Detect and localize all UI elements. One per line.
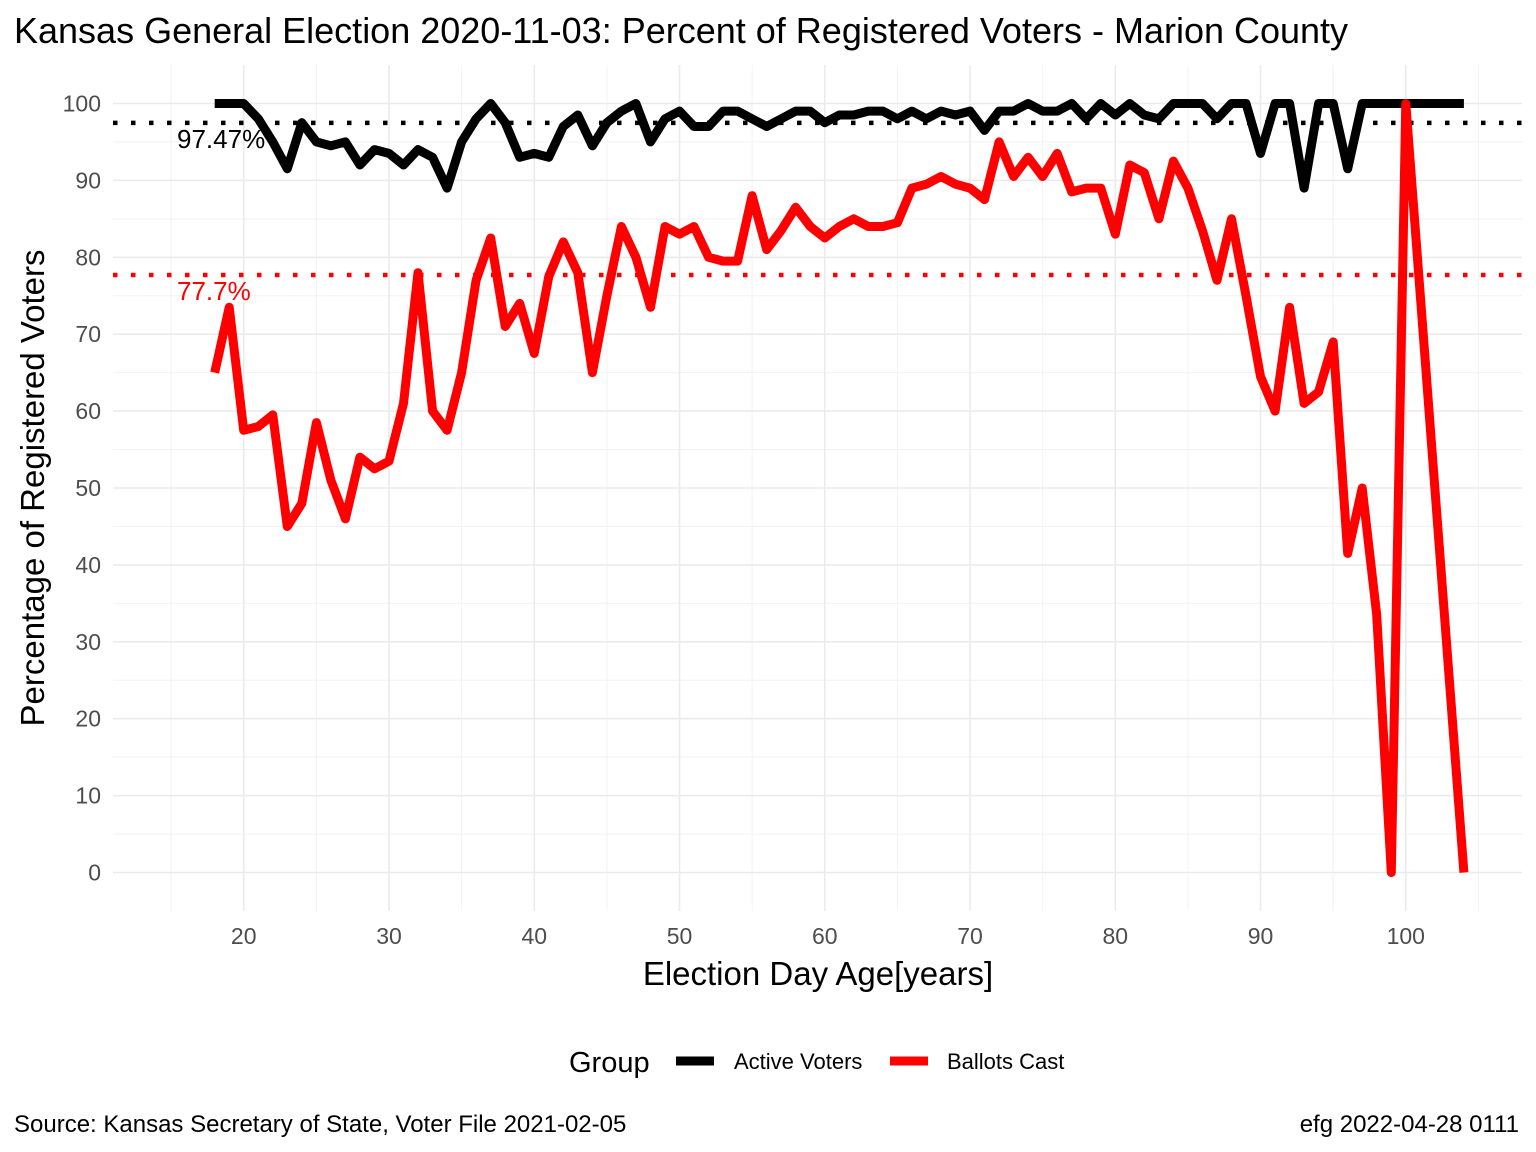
y-tick-label: 20 (75, 706, 101, 732)
series-line (214, 99, 1464, 193)
y-tick-label: 40 (75, 552, 101, 578)
caption-credit: efg 2022-04-28 0111 (1300, 1111, 1519, 1138)
y-tick-label: 90 (75, 167, 101, 193)
x-tick-label: 20 (231, 923, 257, 949)
y-tick-label: 50 (75, 475, 101, 501)
y-axis-ticks: 0 10 20 30 40 50 60 70 80 90 100 (63, 90, 101, 885)
x-axis-ticks: 20 30 40 50 60 70 80 90 100 (231, 923, 1425, 949)
y-tick-label: 10 (75, 783, 101, 809)
x-tick-label: 60 (812, 923, 838, 949)
y-axis-title: Percentage of Registered Voters (14, 250, 51, 727)
x-tick-label: 30 (376, 923, 402, 949)
x-tick-label: 50 (667, 923, 693, 949)
x-tick-label: 100 (1387, 923, 1425, 949)
y-tick-label: 70 (75, 321, 101, 347)
y-tick-label: 30 (75, 629, 101, 655)
series-line (210, 99, 1469, 877)
x-tick-label: 40 (521, 923, 547, 949)
grid-minor (113, 65, 1522, 911)
series-lines (210, 99, 1469, 877)
legend-label: Active Voters (734, 1049, 862, 1074)
y-tick-label: 60 (75, 398, 101, 424)
reference-lines (113, 120, 1522, 278)
reference-labels: 97.47% 77.7% (177, 124, 265, 306)
x-tick-label: 70 (957, 923, 983, 949)
legend-label: Ballots Cast (947, 1049, 1064, 1074)
x-axis-title: Election Day Age[years] (643, 955, 993, 992)
y-tick-label: 0 (88, 860, 101, 886)
y-tick-label: 80 (75, 244, 101, 270)
reference-label: 97.47% (177, 124, 265, 154)
y-tick-label: 100 (63, 90, 101, 116)
chart-title: Kansas General Election 2020-11-03: Perc… (14, 10, 1348, 51)
legend-title: Group (569, 1047, 650, 1079)
reference-label: 77.7% (177, 276, 251, 306)
x-tick-label: 80 (1102, 923, 1128, 949)
caption-source: Source: Kansas Secretary of State, Voter… (14, 1111, 626, 1138)
legend: Group Active Voters Ballots Cast (569, 1047, 1064, 1079)
x-tick-label: 90 (1248, 923, 1274, 949)
grid-major (113, 65, 1522, 911)
